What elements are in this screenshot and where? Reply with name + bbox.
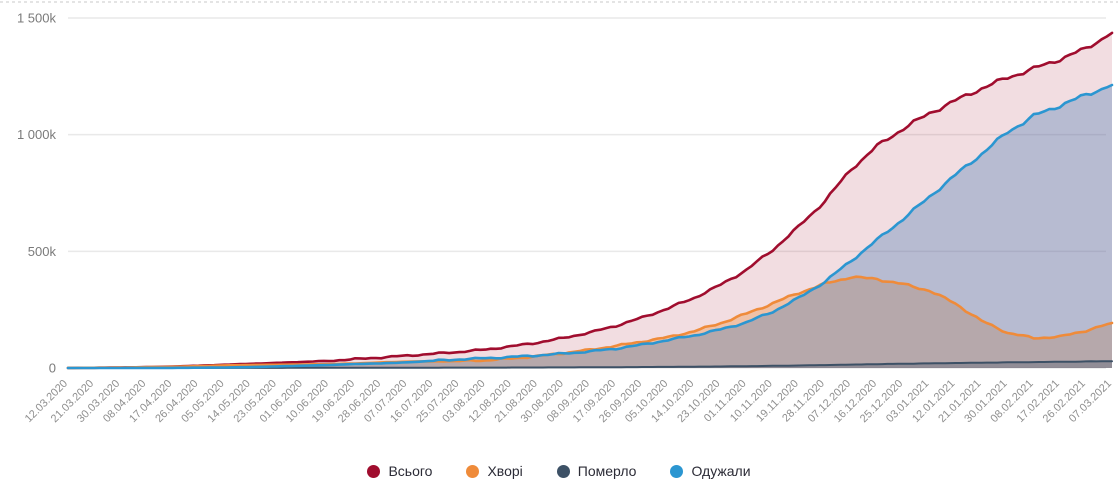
series-line-sick[interactable] — [66, 275, 1114, 370]
legend-dot-sick-icon — [466, 464, 480, 478]
legend-dot-recovered-icon — [670, 464, 684, 478]
series-line-recovered[interactable] — [66, 83, 1114, 370]
legend-item-total[interactable]: Всього — [367, 463, 432, 479]
y-axis-tick-label: 1 500k — [17, 11, 57, 26]
legend-item-sick[interactable]: Хворі — [466, 463, 523, 479]
chart-legend: Всього Хворі Померло Одужали — [0, 457, 1118, 485]
area-fill-total — [68, 32, 1112, 369]
area-fill-sick — [68, 276, 1112, 368]
legend-label-sick: Хворі — [487, 463, 523, 479]
y-axis-tick-label: 500k — [28, 244, 57, 259]
area-fill-died — [68, 361, 1112, 368]
area-fill-recovered — [68, 85, 1112, 368]
legend-label-recovered: Одужали — [691, 463, 751, 479]
legend-label-died: Померло — [577, 463, 637, 479]
legend-item-recovered[interactable]: Одужали — [670, 463, 751, 479]
legend-label-total: Всього — [388, 463, 433, 479]
legend-dot-died-icon — [556, 464, 570, 478]
y-axis-tick-label: 0 — [49, 361, 56, 376]
y-axis-tick-label: 1 000k — [17, 127, 57, 142]
legend-dot-total-icon — [367, 464, 381, 478]
legend-item-died[interactable]: Померло — [556, 463, 637, 479]
